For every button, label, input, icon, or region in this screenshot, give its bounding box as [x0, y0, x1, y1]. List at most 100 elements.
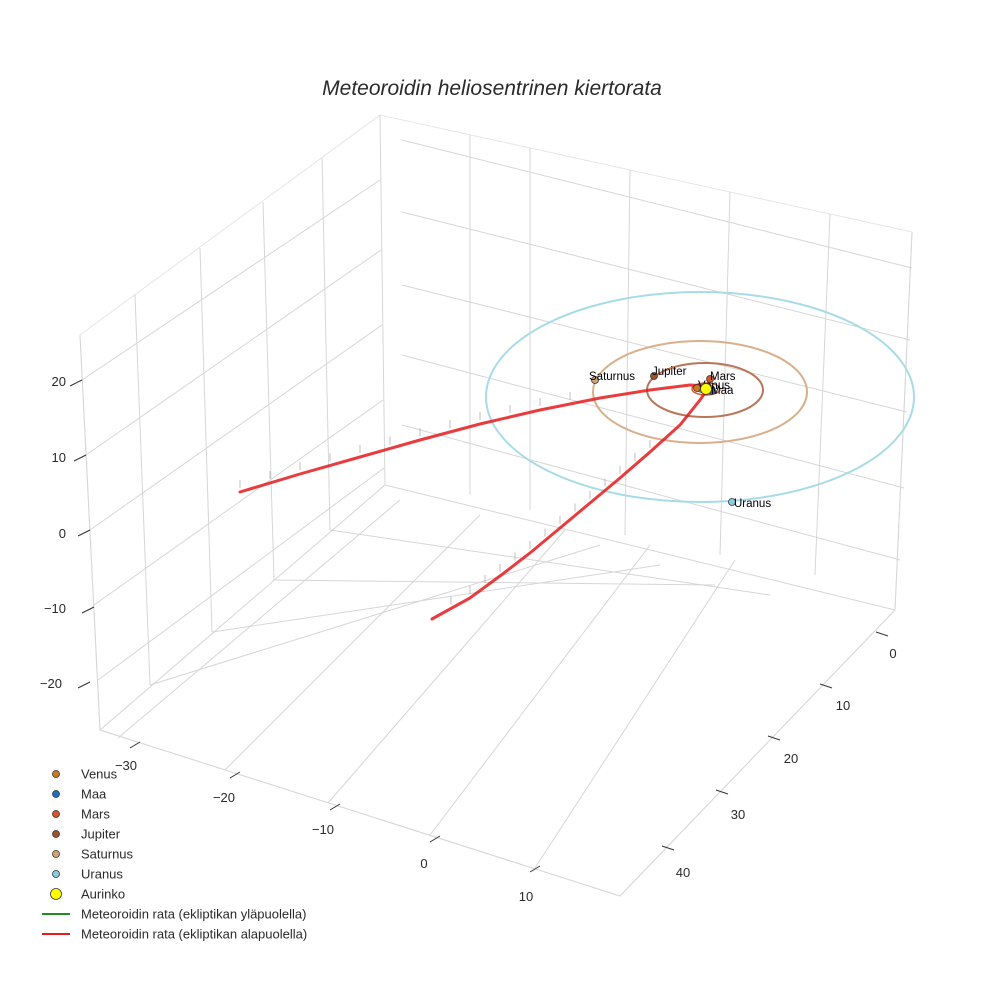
x-axis: −30 −20 −10 0 10 — [115, 741, 541, 904]
grid-line — [814, 213, 831, 576]
grid-line — [719, 191, 731, 556]
x-tick-mark — [229, 771, 241, 779]
legend-item-label: Mars — [81, 807, 110, 822]
planet-uranus — [728, 498, 736, 506]
planet-label-jupiter: Jupiter — [652, 366, 687, 378]
z-tick-mark — [69, 379, 83, 387]
planet-label-uranus: Uranus — [734, 498, 771, 510]
y-tick-label: 20 — [784, 751, 798, 766]
z-tick-label: 0 — [59, 526, 66, 541]
x-tick-mark — [129, 741, 141, 749]
z-tick-label: −20 — [40, 676, 62, 691]
grid-line — [85, 249, 382, 456]
grid-line — [401, 424, 901, 561]
x-tick-label: 10 — [519, 889, 533, 904]
planet-label-maa: Maa — [711, 385, 734, 397]
grid-line — [97, 467, 385, 681]
z-tick-label: 10 — [52, 450, 66, 465]
grid-line — [134, 294, 151, 686]
z-tick-mark — [81, 606, 95, 614]
legend-item-label: Uranus — [81, 867, 123, 882]
legend-item-label: Venus — [81, 767, 118, 782]
grid-line — [401, 211, 911, 341]
grid-line — [117, 499, 401, 739]
grid-line — [149, 544, 601, 686]
grid-line — [224, 514, 481, 771]
y-tick-label: 30 — [731, 807, 745, 822]
legend-swatch — [52, 790, 60, 798]
y-tick-mark — [661, 845, 675, 851]
grid-line — [81, 179, 381, 381]
grid-line — [624, 169, 631, 536]
x-tick-mark — [529, 865, 541, 873]
z-axis: −20 −10 0 10 20 — [40, 374, 95, 691]
grid-line — [329, 529, 771, 596]
orbit-uranus — [485, 291, 915, 503]
z-tick-label: −10 — [44, 601, 66, 616]
y-tick-label: 0 — [889, 646, 896, 661]
legend: Venus Maa Mars Jupiter Saturnus Uranus Aurinko… — [42, 767, 307, 942]
grid-line — [327, 529, 566, 804]
legend-swatch — [52, 850, 60, 858]
legend-item-label: Jupiter — [81, 827, 121, 842]
planet-mars — [706, 375, 714, 383]
grid-line — [534, 559, 736, 869]
planet-label-mars: Mars — [710, 371, 736, 383]
grid-line — [79, 334, 101, 731]
z-tick-label: 20 — [52, 374, 66, 389]
x-tick-mark — [329, 803, 341, 811]
planet-label-saturnus: Saturnus — [589, 371, 635, 383]
x-tick-label: 0 — [420, 856, 427, 871]
y-tick-mark — [767, 735, 781, 741]
x-tick-label: −20 — [213, 790, 235, 805]
y-tick-mark — [819, 683, 833, 689]
meteoroid-trajectory — [238, 383, 712, 621]
x-tick-label: −30 — [115, 758, 137, 773]
grid-line — [401, 139, 913, 269]
x-tick-label: −10 — [312, 822, 334, 837]
sun-marker — [700, 383, 712, 395]
y-tick-label: 10 — [836, 698, 850, 713]
trajectory-branch-incoming — [238, 383, 712, 494]
legend-swatch — [52, 870, 60, 878]
legend-item-label: Maa — [81, 787, 107, 802]
grid-line — [262, 201, 275, 581]
legend-swatch — [52, 830, 60, 838]
grid-line — [384, 484, 896, 611]
grid-line — [199, 247, 213, 633]
grid-line — [401, 354, 905, 489]
scene-bounding-box — [79, 114, 913, 897]
grid-line — [429, 544, 651, 836]
grid-line — [89, 324, 383, 531]
grid-line — [401, 284, 908, 413]
orbit-saturnus — [592, 340, 808, 444]
grid-line — [211, 564, 661, 633]
z-tick-mark — [77, 681, 91, 689]
x-tick-mark — [429, 835, 441, 843]
legend-item-label: Saturnus — [81, 847, 134, 862]
legend-item-label: Meteoroidin rata (ekliptikan alapuolella… — [81, 927, 307, 942]
y-axis: 0 10 20 30 40 — [661, 631, 897, 880]
planet-saturnus — [591, 376, 599, 384]
grid-line — [99, 729, 621, 897]
legend-item-label: Meteoroidin rata (ekliptikan yläpuolella… — [81, 907, 306, 922]
grid-line — [894, 231, 913, 611]
y-tick-mark — [715, 789, 729, 795]
grid-line — [273, 579, 716, 586]
z-tick-mark — [73, 454, 87, 462]
grid-line — [93, 399, 384, 606]
y-tick-mark — [875, 631, 889, 637]
legend-swatch — [52, 810, 60, 818]
z-tick-mark — [77, 529, 91, 537]
grid-planes — [79, 114, 913, 897]
legend-item-label: Aurinko — [81, 887, 125, 902]
grid-line — [619, 609, 896, 897]
legend-swatch — [50, 888, 62, 900]
grid-line — [379, 114, 386, 486]
chart-title: Meteoroidin heliosentrinen kiertorata — [322, 77, 662, 100]
planet-orbits — [485, 291, 915, 503]
y-tick-label: 40 — [676, 865, 690, 880]
orbit-mars — [691, 382, 721, 396]
